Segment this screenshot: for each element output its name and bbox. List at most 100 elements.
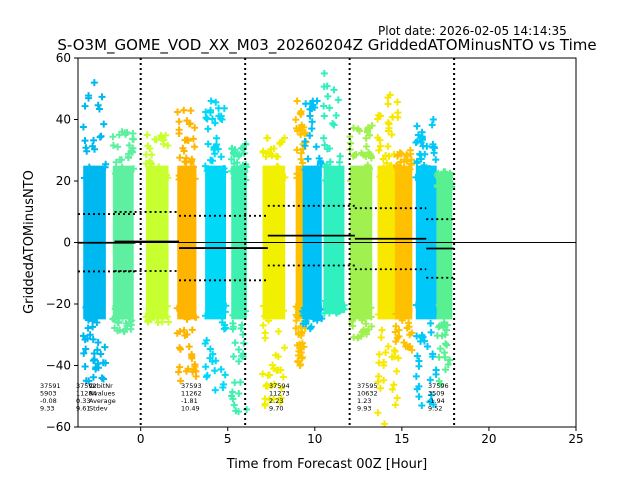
data-point <box>358 165 366 173</box>
orbit-stat-text: 9.52 <box>428 405 442 413</box>
data-point <box>118 163 126 171</box>
data-point <box>306 105 314 113</box>
data-point <box>349 152 357 160</box>
orbit-stat-text: -1.81 <box>181 397 198 405</box>
data-point <box>314 163 322 171</box>
data-point <box>90 79 98 87</box>
data-point <box>403 151 411 159</box>
data-point <box>420 337 428 345</box>
data-strip <box>142 131 173 326</box>
data-point <box>405 323 413 331</box>
data-strip <box>79 79 110 385</box>
data-point <box>403 157 411 165</box>
data-point <box>329 120 337 128</box>
y-tick-label: 60 <box>56 51 71 65</box>
orbit-stat-text: 9.61 <box>76 405 90 413</box>
data-point <box>165 318 173 326</box>
data-point <box>436 345 444 353</box>
data-point <box>306 301 314 309</box>
data-point <box>191 363 199 371</box>
data-point <box>201 312 209 320</box>
data-point <box>84 324 92 332</box>
data-point <box>92 365 100 373</box>
data-point <box>204 140 212 148</box>
data-point <box>308 125 316 133</box>
data-point <box>418 401 426 409</box>
data-point <box>435 323 443 331</box>
data-point <box>330 121 338 129</box>
data-point <box>388 131 396 139</box>
data-point <box>337 298 345 306</box>
data-point <box>86 331 94 339</box>
data-strip <box>391 146 416 354</box>
data-point <box>362 143 370 151</box>
data-point <box>378 326 386 334</box>
data-point <box>267 301 275 309</box>
data-point <box>81 102 89 110</box>
data-point <box>229 352 237 360</box>
data-point <box>266 396 274 404</box>
data-point <box>336 152 344 160</box>
data-point <box>235 346 243 354</box>
data-point <box>412 372 420 380</box>
data-point <box>382 348 390 356</box>
data-point <box>433 332 441 340</box>
data-point <box>446 356 454 364</box>
data-point <box>375 350 383 358</box>
data-point <box>332 308 340 316</box>
data-point <box>201 162 209 170</box>
data-point <box>440 320 448 328</box>
data-point <box>227 155 235 163</box>
data-point <box>380 164 388 172</box>
data-point <box>259 321 267 329</box>
data-point <box>264 134 272 142</box>
data-point <box>211 367 219 375</box>
data-point <box>181 136 189 144</box>
data-point <box>405 177 413 185</box>
data-point <box>239 143 247 151</box>
orbit-stat-text: 37594 <box>269 382 290 390</box>
data-point <box>407 156 415 164</box>
data-point <box>434 183 442 191</box>
data-point <box>419 142 427 150</box>
data-point <box>368 122 376 130</box>
data-point <box>121 311 129 319</box>
data-point <box>425 169 433 177</box>
data-point <box>274 153 282 161</box>
data-point <box>151 135 159 143</box>
data-point <box>80 349 88 357</box>
data-point <box>109 133 117 141</box>
data-point <box>259 302 267 310</box>
data-point <box>80 174 88 182</box>
data-point <box>81 137 89 145</box>
data-point <box>158 318 166 326</box>
data-point <box>149 176 157 184</box>
data-point <box>356 175 364 183</box>
data-point <box>204 125 212 133</box>
stats-header-text: OrbitNr <box>89 382 113 390</box>
data-point <box>79 123 87 131</box>
data-point <box>82 144 90 152</box>
orbit-stat-text: 37591 <box>40 382 61 390</box>
data-point <box>111 170 119 178</box>
data-point <box>377 334 385 342</box>
data-point <box>426 376 434 384</box>
data-point <box>235 152 243 160</box>
data-point <box>432 370 440 378</box>
data-point <box>115 313 123 321</box>
data-point <box>385 124 393 132</box>
data-point <box>220 165 228 173</box>
data-point <box>299 307 307 315</box>
data-point <box>123 171 131 179</box>
data-point <box>217 114 225 122</box>
data-point <box>363 330 371 338</box>
data-point <box>435 353 443 361</box>
data-point <box>393 98 401 106</box>
stats-header-text: Nvalues <box>89 390 116 398</box>
data-point <box>163 302 171 310</box>
data-point <box>413 159 421 167</box>
data-point <box>413 332 421 340</box>
data-point <box>362 320 370 328</box>
data-point <box>395 326 403 334</box>
